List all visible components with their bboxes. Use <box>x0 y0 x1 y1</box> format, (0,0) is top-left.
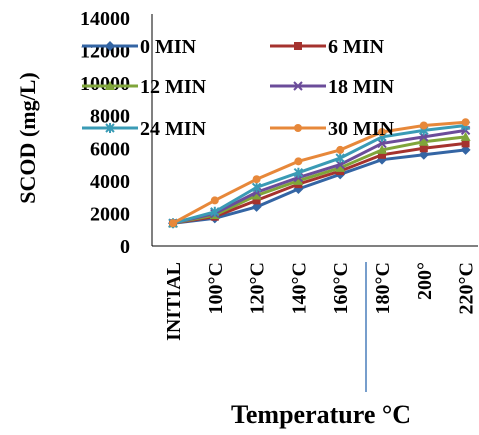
legend-entry: 0 MIN <box>82 36 197 58</box>
y-tick-label: 0 <box>120 236 130 258</box>
legend-entry: 18 MIN <box>270 76 395 98</box>
series-line <box>172 148 466 225</box>
data-point <box>461 118 470 127</box>
data-point <box>252 175 261 184</box>
y-tick-label: 12000 <box>80 41 130 63</box>
axes <box>151 14 478 247</box>
x-tick-label: 160°C <box>330 262 352 314</box>
data-point <box>377 144 387 154</box>
data-point <box>378 150 386 159</box>
series-line <box>172 120 466 225</box>
data-point <box>418 149 429 160</box>
legend-entry: 24 MIN <box>82 118 207 140</box>
legend-entry: 12 MIN <box>82 76 207 98</box>
data-point <box>378 128 386 136</box>
x-tick-labels: INITIAL 100°C 120°C 140°C 160°C 180°C 200° 220°… <box>163 262 478 341</box>
series-lines <box>168 118 471 229</box>
data-point <box>251 201 262 212</box>
series-6 <box>169 118 470 228</box>
data-point <box>294 157 303 166</box>
y-axis-label: SCOD (mg/L) <box>15 72 40 203</box>
series-line <box>172 141 466 225</box>
x-tick-label: INITIAL <box>163 262 185 341</box>
y-tick-label: 14000 <box>80 8 130 30</box>
data-point <box>169 219 177 228</box>
data-point <box>460 144 471 155</box>
data-point <box>418 136 429 146</box>
data-point <box>293 175 304 185</box>
data-point <box>210 206 220 217</box>
y-tick-label: 4000 <box>90 171 130 193</box>
data-point <box>105 41 115 51</box>
data-point <box>461 139 470 148</box>
legend-label: 30 MIN <box>328 118 395 140</box>
legend-label: 6 MIN <box>328 36 385 58</box>
x-tick-label: 100°C <box>205 262 227 314</box>
data-point <box>105 81 115 90</box>
y-tick-label: 10000 <box>80 73 130 95</box>
x-tick-label: 220°C <box>456 262 478 314</box>
data-point <box>293 167 304 178</box>
data-point <box>294 124 302 132</box>
legend-label: 0 MIN <box>140 36 197 58</box>
y-tick-label: 2000 <box>90 203 130 225</box>
series-line <box>172 135 466 225</box>
y-tick-label: 6000 <box>90 138 130 160</box>
series-line <box>172 128 466 225</box>
data-point <box>251 190 262 200</box>
x-axis-label: Temperature °C <box>231 400 411 429</box>
x-tick-label: 200° <box>414 262 436 300</box>
legend: 0 MIN 6 MIN 12 MIN 18 MIN 24 MIN 30 MIN <box>82 36 395 140</box>
data-point <box>251 182 262 193</box>
data-point <box>336 145 345 154</box>
data-point <box>460 131 471 141</box>
x-tick-label: 140°C <box>288 262 310 314</box>
legend-entry: 6 MIN <box>270 36 385 58</box>
data-point <box>419 121 428 130</box>
legend-label: 18 MIN <box>328 76 395 98</box>
legend-label: 12 MIN <box>140 76 207 98</box>
series-line <box>172 123 466 225</box>
data-point <box>210 196 219 205</box>
data-point <box>335 162 346 172</box>
y-tick-label: 8000 <box>90 106 130 128</box>
data-point <box>294 42 302 50</box>
data-point <box>252 196 261 205</box>
data-point <box>293 81 303 91</box>
x-tick-label: 120°C <box>247 262 269 314</box>
x-tick-label: 180°C <box>372 262 394 314</box>
data-point <box>105 123 115 133</box>
data-point <box>419 144 428 153</box>
legend-label: 24 MIN <box>140 118 207 140</box>
data-point <box>335 153 345 164</box>
legend-entry: 30 MIN <box>270 118 395 140</box>
